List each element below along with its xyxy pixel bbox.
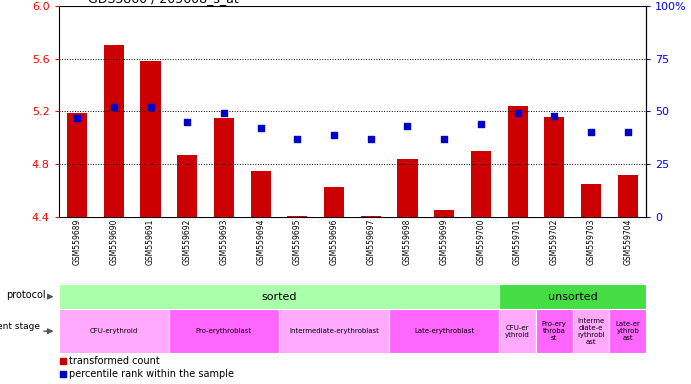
Text: development stage: development stage [0,322,40,331]
Bar [361,216,381,217]
Point [57,371,68,377]
Text: percentile rank within the sample: percentile rank within the sample [68,369,234,379]
Text: GSM559699: GSM559699 [439,219,448,265]
Bar [389,309,499,353]
Bar [279,309,389,353]
Text: GSM559703: GSM559703 [587,219,596,265]
Text: GSM559702: GSM559702 [550,219,559,265]
Text: sorted: sorted [261,291,296,302]
Text: GSM559696: GSM559696 [330,219,339,265]
Point [72,115,83,121]
Text: GSM559701: GSM559701 [513,219,522,265]
Text: GDS3860 / 205608_s_at: GDS3860 / 205608_s_at [88,0,239,5]
Bar [397,159,417,217]
Text: Pro-erythroblast: Pro-erythroblast [196,328,252,334]
Text: GSM559690: GSM559690 [109,219,118,265]
Point [475,121,486,127]
Text: CFU-er
ythroid: CFU-er ythroid [505,325,530,338]
Bar [609,309,646,353]
Bar [104,45,124,217]
Text: Intermediate-erythroblast: Intermediate-erythroblast [289,328,379,334]
Bar [507,106,528,217]
Text: Late-er
ythrob
ast: Late-er ythrob ast [616,321,640,341]
Text: GSM559694: GSM559694 [256,219,265,265]
Point [218,111,229,117]
Bar [499,309,536,353]
Bar [545,117,565,217]
Point [402,123,413,129]
Text: unsorted: unsorted [548,291,598,302]
Text: GSM559695: GSM559695 [293,219,302,265]
Point [328,132,339,138]
Bar [177,155,198,217]
Point [366,136,377,142]
Point [439,136,450,142]
Text: GSM559700: GSM559700 [476,219,485,265]
Bar [251,171,271,217]
Text: Pro-ery
throba
st: Pro-ery throba st [542,321,567,341]
Text: GSM559697: GSM559697 [366,219,375,265]
Bar [67,113,87,217]
Point [57,358,68,364]
Text: GSM559692: GSM559692 [182,219,191,265]
Point [622,129,633,136]
Text: Interme
diate-e
rythrobl
ast: Interme diate-e rythrobl ast [577,318,605,345]
Bar [140,61,160,217]
Bar [618,175,638,217]
Point [549,113,560,119]
Bar [287,216,307,217]
Point [182,119,193,125]
Bar [499,284,646,309]
Text: GSM559704: GSM559704 [623,219,632,265]
Text: Late-erythroblast: Late-erythroblast [414,328,474,334]
Point [292,136,303,142]
Point [108,104,120,110]
Bar [581,184,601,217]
Text: GSM559689: GSM559689 [73,219,82,265]
Bar [59,309,169,353]
Text: CFU-erythroid: CFU-erythroid [90,328,138,334]
Text: GSM559691: GSM559691 [146,219,155,265]
Bar [573,309,609,353]
Point [255,125,266,131]
Point [145,104,156,110]
Point [512,111,523,117]
Bar [59,284,499,309]
Text: GSM559698: GSM559698 [403,219,412,265]
Text: GSM559693: GSM559693 [220,219,229,265]
Bar [471,151,491,217]
Bar [434,210,454,217]
Bar [169,309,279,353]
Bar [536,309,573,353]
Bar [324,187,344,217]
Point [585,129,596,136]
Text: protocol: protocol [6,290,46,300]
Text: transformed count: transformed count [68,356,160,366]
Bar [214,118,234,217]
